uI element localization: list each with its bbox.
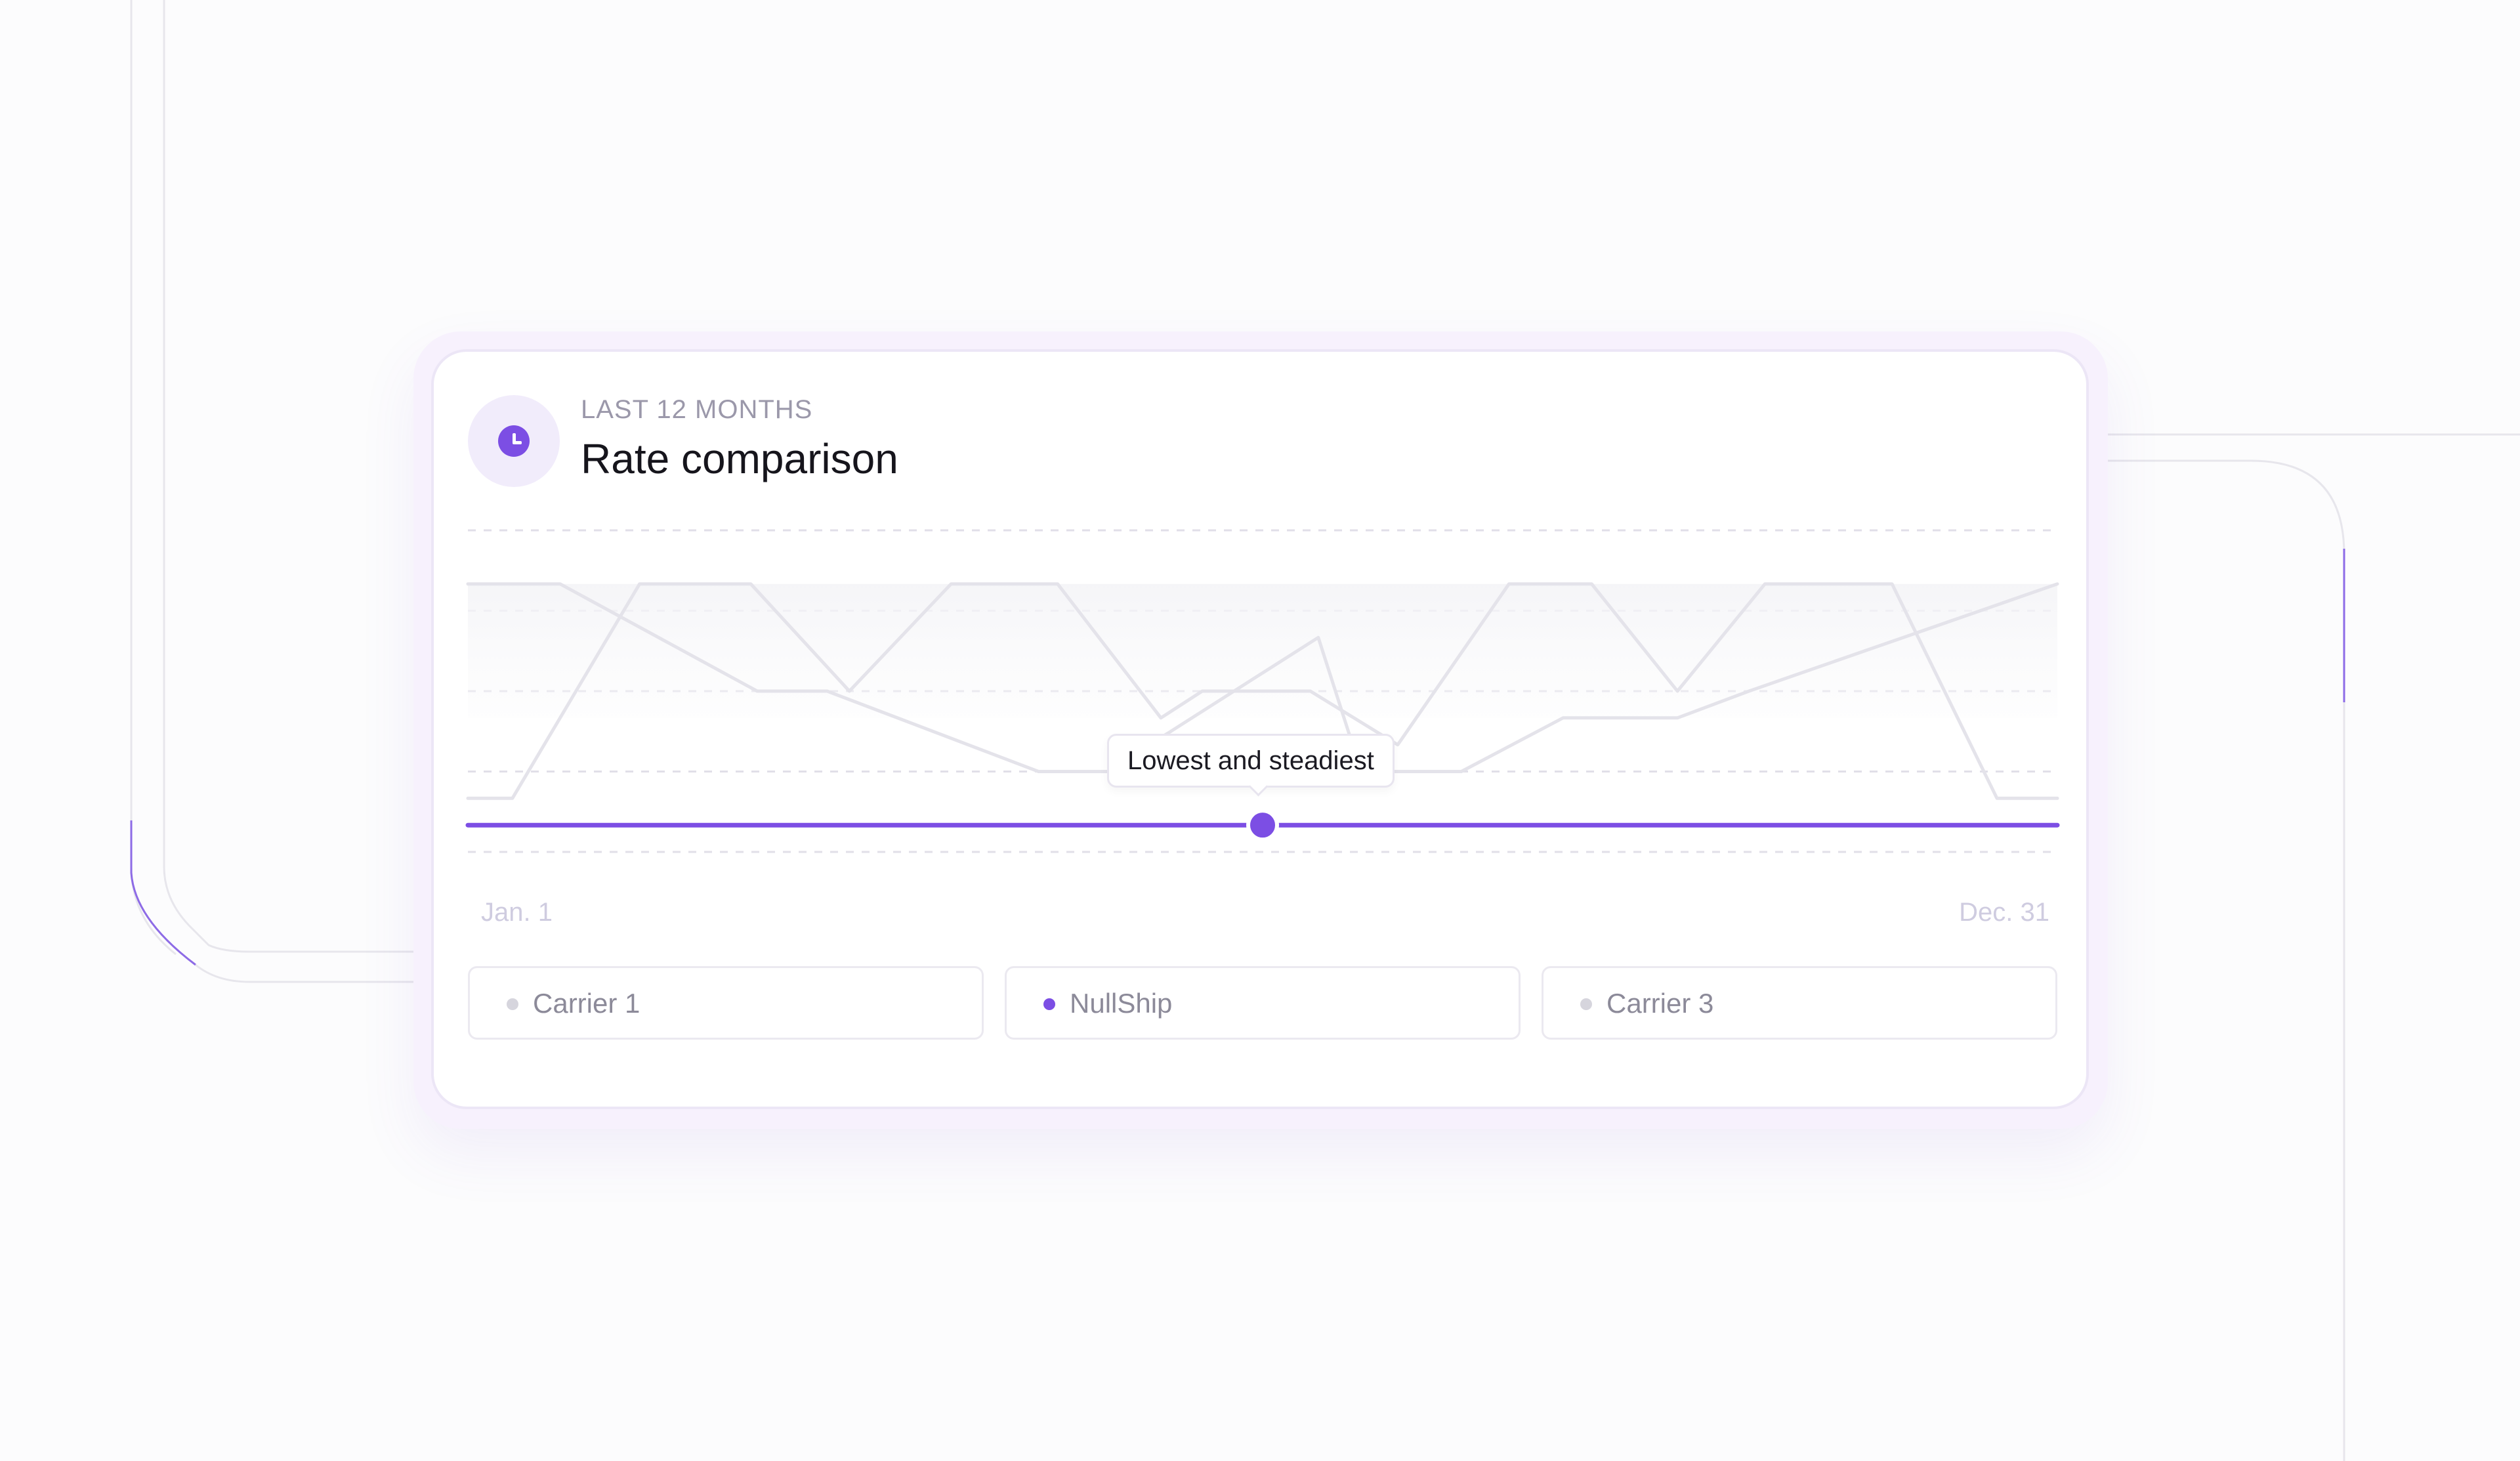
bg-line-bottom-left (195, 963, 420, 983)
chart-tooltip: Lowest and steadiest (1107, 734, 1395, 788)
clock-icon (468, 395, 560, 487)
highlight-point[interactable] (1246, 809, 1279, 842)
x-axis-tick-start: Jan. 1 (481, 898, 553, 927)
range-band (468, 583, 2057, 718)
legend-swatch (507, 998, 518, 1010)
legend-item-nullship[interactable]: NullShip (1005, 966, 1521, 1040)
legend-swatch (1043, 998, 1055, 1010)
eyebrow-label: LAST 12 MONTHS (581, 395, 813, 424)
highlight-points (1246, 809, 1279, 842)
clock-hand-hour (513, 433, 516, 444)
legend-label: NullShip (1070, 988, 1173, 1019)
area-band (468, 583, 2057, 718)
legend-label: Carrier 1 (533, 988, 640, 1019)
legend-item-carrier-1[interactable]: Carrier 1 (468, 966, 984, 1040)
rate-comparison-card: LAST 12 MONTHS Rate comparison Lowest an… (431, 349, 2089, 1109)
legend-label: Carrier 3 (1606, 988, 1714, 1019)
series-line-carrier-3 (466, 582, 2059, 773)
x-axis-tick-end: Dec. 31 (1959, 898, 2049, 927)
bg-line-outer-left-accent (130, 820, 196, 966)
series-line-carrier-1 (466, 582, 2059, 800)
legend-item-carrier-3[interactable]: Carrier 3 (1542, 966, 2057, 1040)
legend-swatch (1580, 998, 1592, 1010)
bg-line-outer-left (130, 0, 177, 956)
bg-line-right (2108, 459, 2345, 1461)
clock-hand-minute (513, 441, 522, 444)
card-title: Rate comparison (581, 435, 898, 482)
rate-chart (465, 529, 2060, 853)
legend: Carrier 1 NullShip Carrier 3 (468, 966, 2057, 1040)
bg-line-inner-left (163, 0, 420, 953)
